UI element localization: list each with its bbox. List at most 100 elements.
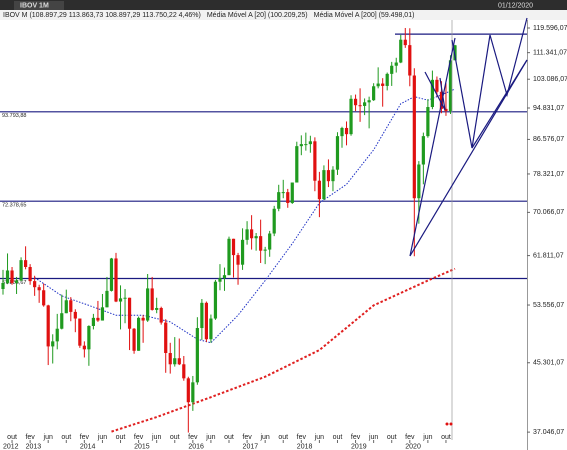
tab[interactable] [14,1,64,10]
x-tick-label: fev [25,434,35,441]
candle-body [331,169,335,182]
y-tick-label: 94.831,07 [533,105,564,112]
x-tick-label: out [170,434,180,441]
y-tick-label: 53.556,07 [533,302,564,309]
year-label: 2017 [243,443,259,450]
h-line-label: 93.793,88 [2,113,26,119]
year-label: 2018 [297,443,313,450]
candle-body [358,105,362,107]
candle-body [317,180,321,200]
x-tick-label: fev [351,434,361,441]
x-tick-label: out [333,434,343,441]
candle-body [78,318,82,346]
candle-body [412,75,416,199]
y-tick-label: 111.341,07 [533,49,567,56]
x-tick-label: out [116,434,126,441]
candle-body [123,297,127,299]
candle-body [159,307,163,323]
candle-body [403,39,407,46]
candle-body [42,290,46,306]
candle-body [308,141,312,145]
toolbar: IBOV 1M 01/12/2020 [0,0,567,10]
candle-body [372,86,376,101]
candle-body [417,164,421,199]
h-line-label: 72.378,65 [2,203,26,209]
candle-body [37,287,41,291]
legend-entry: Média Móvel A [200] (59.498,01) [314,12,415,19]
candle-body [286,192,290,203]
y-axis-area [528,20,567,450]
candle-body [33,281,37,288]
tab-label[interactable]: IBOV 1M [20,2,49,9]
candle-body [245,229,249,240]
candle-body [69,300,73,312]
candle-body [150,288,154,310]
x-tick-label: fev [297,434,307,441]
candle-body [453,45,457,61]
x-tick-label: fev [80,434,90,441]
candle-body [64,300,68,314]
legend-entry: Média Móvel A [20] (100.209,25) [207,12,308,19]
candle-body [168,353,172,365]
candle-body [236,255,240,265]
candle-body [118,298,123,302]
x-tick-label: jun [97,434,107,441]
drawings [409,17,528,440]
candle-body [195,328,199,383]
candle-body [127,297,132,329]
projection-line [471,59,528,149]
candle-body [381,83,385,86]
candle-body [435,79,439,92]
candle-body [82,345,86,350]
candle-body [394,62,398,66]
candle-body [200,302,204,329]
x-tick-label: jun [314,434,324,441]
candle-body [340,127,344,137]
candle-body [326,170,331,182]
projection-line [451,17,528,149]
candle-body [304,144,308,146]
x-tick-label: out [441,434,451,441]
y-tick-label: 70.066,07 [533,209,564,216]
plot: 119.596,07 111.341,07 103.086,07 94.831,07 8… [0,25,567,450]
candle-body [421,136,425,165]
candle-body [281,192,285,194]
year-label: 2015 [134,443,150,450]
candle-body [141,317,145,321]
candle-body [19,260,23,281]
legend-bar [0,10,567,20]
candle-body [73,311,77,319]
year-label: 2013 [26,443,42,450]
candle-body [46,305,50,347]
x-tick-label: jun [259,434,269,441]
x-tick-label: fev [188,434,198,441]
y-tick-label: 78.321,07 [533,171,564,178]
y-tick-label: 61.811,07 [533,252,564,259]
x-tick-label: out [7,434,17,441]
candle-body [349,98,353,135]
candle-body [376,83,380,87]
candle-body [100,307,105,321]
candle-body [60,313,64,329]
trend-line [409,59,528,257]
candle-body [313,141,317,181]
candle-body [28,267,32,282]
year-label: 2016 [188,443,204,450]
toolbar-bg [0,0,567,10]
x-tick-label: out [61,434,71,441]
candle-body [222,275,227,279]
marker [449,422,453,426]
candle-body [295,146,299,183]
candle-body [240,239,245,265]
candle-body [439,91,444,109]
candle-body [24,260,28,268]
candle-body [263,249,267,251]
y-tick-label: 103.086,07 [533,76,567,83]
candle-body [231,238,236,256]
candle-body [254,236,258,239]
candle-body [322,170,326,200]
candle-body [186,378,190,403]
x-tick-label: out [387,434,397,441]
candle-body [385,73,389,86]
